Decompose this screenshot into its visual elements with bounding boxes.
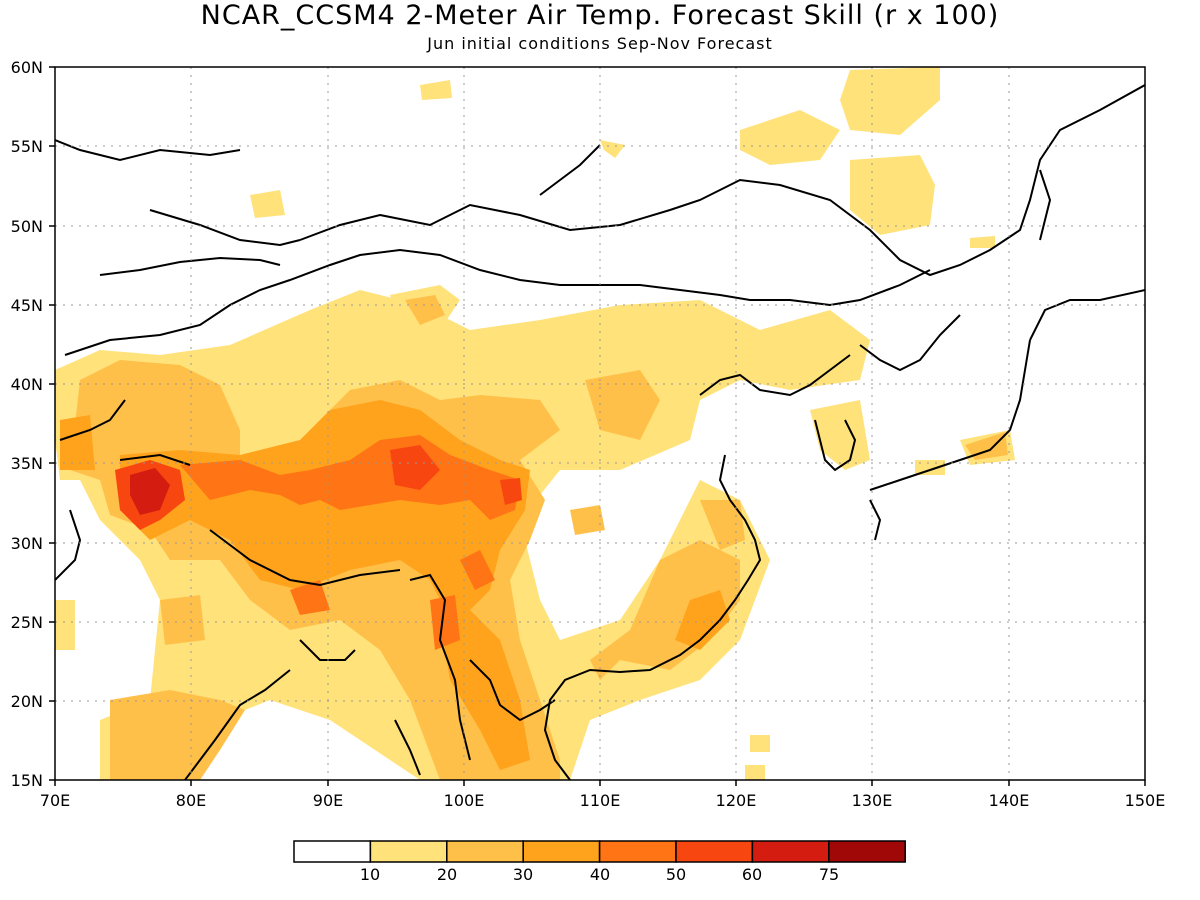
colorbar-label: 10 xyxy=(360,865,380,884)
lat-tick-label: 60N xyxy=(11,58,43,77)
lon-tick-labels: 70E 80E 90E 100E 110E 120E 130E 140E 150… xyxy=(40,791,1166,810)
axis-ticks xyxy=(49,66,1146,786)
colorbar-swatch xyxy=(675,840,754,863)
lon-tick-label: 120E xyxy=(716,791,757,810)
lon-tick-label: 110E xyxy=(580,791,621,810)
skill-field xyxy=(55,67,1015,780)
lon-tick-label: 150E xyxy=(1125,791,1166,810)
lon-tick-label: 100E xyxy=(444,791,485,810)
colorbar-labels: 10 20 30 40 50 60 75 xyxy=(360,865,839,884)
lon-tick-label: 130E xyxy=(852,791,893,810)
skill-level-60-75 xyxy=(130,468,170,515)
lat-tick-label: 55N xyxy=(11,137,43,156)
gridlines xyxy=(55,67,1145,780)
lat-tick-labels: 60N 55N 50N 45N 40N 35N 30N 25N 20N 15N xyxy=(11,58,43,790)
lat-tick-label: 15N xyxy=(11,771,43,790)
lat-tick-label: 25N xyxy=(11,613,43,632)
colorbar-swatch xyxy=(751,840,830,863)
colorbar-label: 20 xyxy=(437,865,457,884)
lon-tick-label: 140E xyxy=(989,791,1030,810)
map-subtitle: Jun initial conditions Sep-Nov Forecast xyxy=(427,34,773,53)
lat-tick-label: 35N xyxy=(11,454,43,473)
lat-tick-label: 20N xyxy=(11,692,43,711)
skill-level-40-50 xyxy=(180,435,520,650)
lat-tick-label: 30N xyxy=(11,534,43,553)
colorbar-label: 40 xyxy=(590,865,610,884)
coastlines xyxy=(55,84,1145,780)
colorbar-swatch xyxy=(293,840,372,863)
colorbar xyxy=(293,840,906,863)
colorbar-swatch xyxy=(828,840,906,863)
lat-tick-label: 40N xyxy=(11,375,43,394)
map-title: NCAR_CCSM4 2-Meter Air Temp. Forecast Sk… xyxy=(200,0,1000,31)
lat-tick-label: 50N xyxy=(11,217,43,236)
colorbar-swatch xyxy=(369,840,448,863)
lon-tick-label: 70E xyxy=(40,791,70,810)
colorbar-label: 30 xyxy=(513,865,533,884)
colorbar-swatch xyxy=(598,840,677,863)
lat-tick-label: 45N xyxy=(11,296,43,315)
colorbar-label: 75 xyxy=(819,865,839,884)
lon-tick-label: 80E xyxy=(176,791,206,810)
colorbar-swatch xyxy=(446,840,524,863)
colorbar-label: 60 xyxy=(742,865,762,884)
lon-tick-label: 90E xyxy=(313,791,343,810)
colorbar-swatch xyxy=(522,840,601,863)
colorbar-label: 50 xyxy=(666,865,686,884)
